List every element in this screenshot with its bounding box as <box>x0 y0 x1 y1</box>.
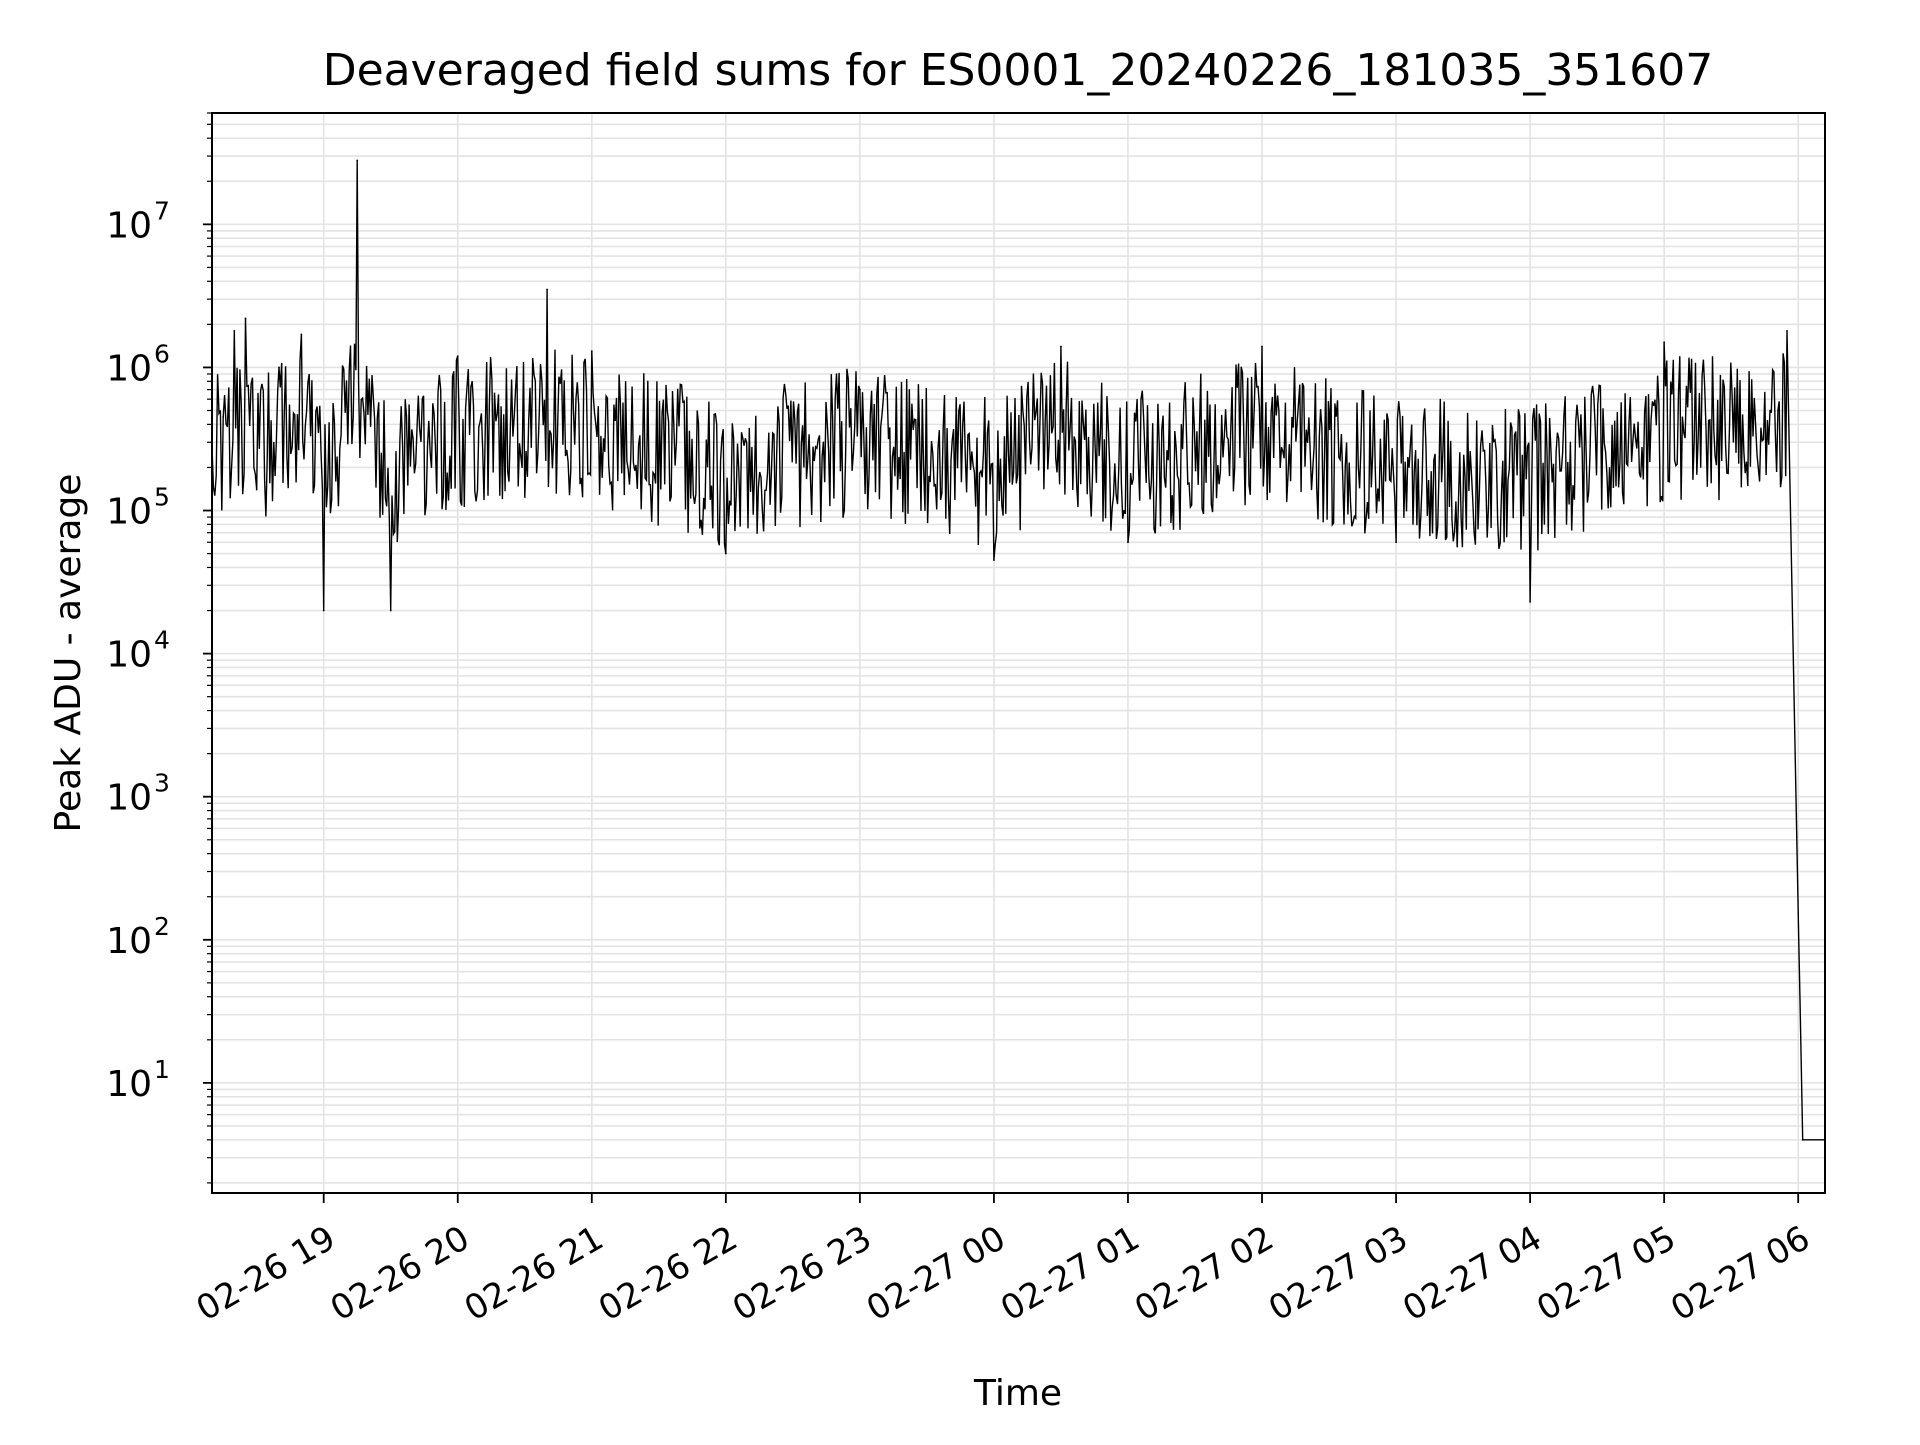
y-tick-exponent: 6 <box>154 339 170 368</box>
data-point <box>244 317 247 320</box>
data-point <box>724 552 727 555</box>
x-tick-label: 02-26 21 <box>458 1218 610 1329</box>
x-tick-label: 02-26 22 <box>592 1218 744 1329</box>
series-line <box>211 160 1825 1141</box>
y-tick-exponent: 3 <box>154 769 170 798</box>
data-point <box>233 330 236 332</box>
data-point <box>1801 1138 1804 1141</box>
x-tick-label: 02-26 19 <box>190 1218 342 1329</box>
x-tick-label: 02-27 03 <box>1262 1218 1414 1329</box>
data-point <box>456 355 459 358</box>
data-point <box>1529 600 1532 603</box>
y-tick-label: 10 <box>106 205 152 246</box>
y-tick-label: 10 <box>106 635 152 676</box>
chart-title: Deaveraged field sums for ES0001_2024022… <box>323 45 1714 96</box>
y-tick-label: 10 <box>106 778 152 819</box>
x-tick-label: 02-27 00 <box>860 1218 1012 1329</box>
y-tick-label: 10 <box>106 492 152 533</box>
data-point <box>278 366 280 369</box>
x-tick-label: 02-27 02 <box>1128 1218 1280 1329</box>
x-tick-label: 02-27 04 <box>1396 1218 1548 1329</box>
data-point <box>858 388 861 391</box>
y-tick-label: 10 <box>106 348 152 389</box>
y-tick-exponent: 5 <box>154 483 170 512</box>
data-point <box>300 333 303 336</box>
data-point <box>356 159 359 162</box>
data-point <box>222 416 225 418</box>
data-point <box>1060 345 1062 348</box>
grid-layer <box>212 112 1825 1193</box>
data-point <box>590 350 593 353</box>
x-tick-label: 02-27 05 <box>1530 1218 1682 1329</box>
y-tick-exponent: 7 <box>154 196 170 225</box>
x-tick-label: 02-26 20 <box>324 1218 476 1329</box>
data-point <box>389 609 392 612</box>
data-point <box>255 488 258 491</box>
data-point <box>1127 541 1129 544</box>
x-tick-label: 02-27 06 <box>1664 1218 1816 1329</box>
data-point <box>1261 345 1263 348</box>
x-axis-label: Time <box>973 1373 1062 1414</box>
data-point <box>546 288 549 291</box>
series-layer <box>211 159 1826 1141</box>
data-point <box>993 559 995 562</box>
data-point <box>1786 330 1788 332</box>
y-axis-label: Peak ADU - average <box>48 474 89 833</box>
y-tick-exponent: 2 <box>154 912 170 941</box>
data-point <box>1395 541 1397 544</box>
data-point <box>322 609 325 612</box>
x-tick-label: 02-27 01 <box>994 1218 1146 1329</box>
x-tick-label: 02-26 23 <box>726 1218 878 1329</box>
y-tick-label: 10 <box>106 921 152 962</box>
y-tick-exponent: 4 <box>154 626 170 655</box>
y-tick-exponent: 1 <box>154 1055 170 1084</box>
data-point <box>1663 341 1666 344</box>
y-tick-label: 10 <box>106 1064 152 1105</box>
